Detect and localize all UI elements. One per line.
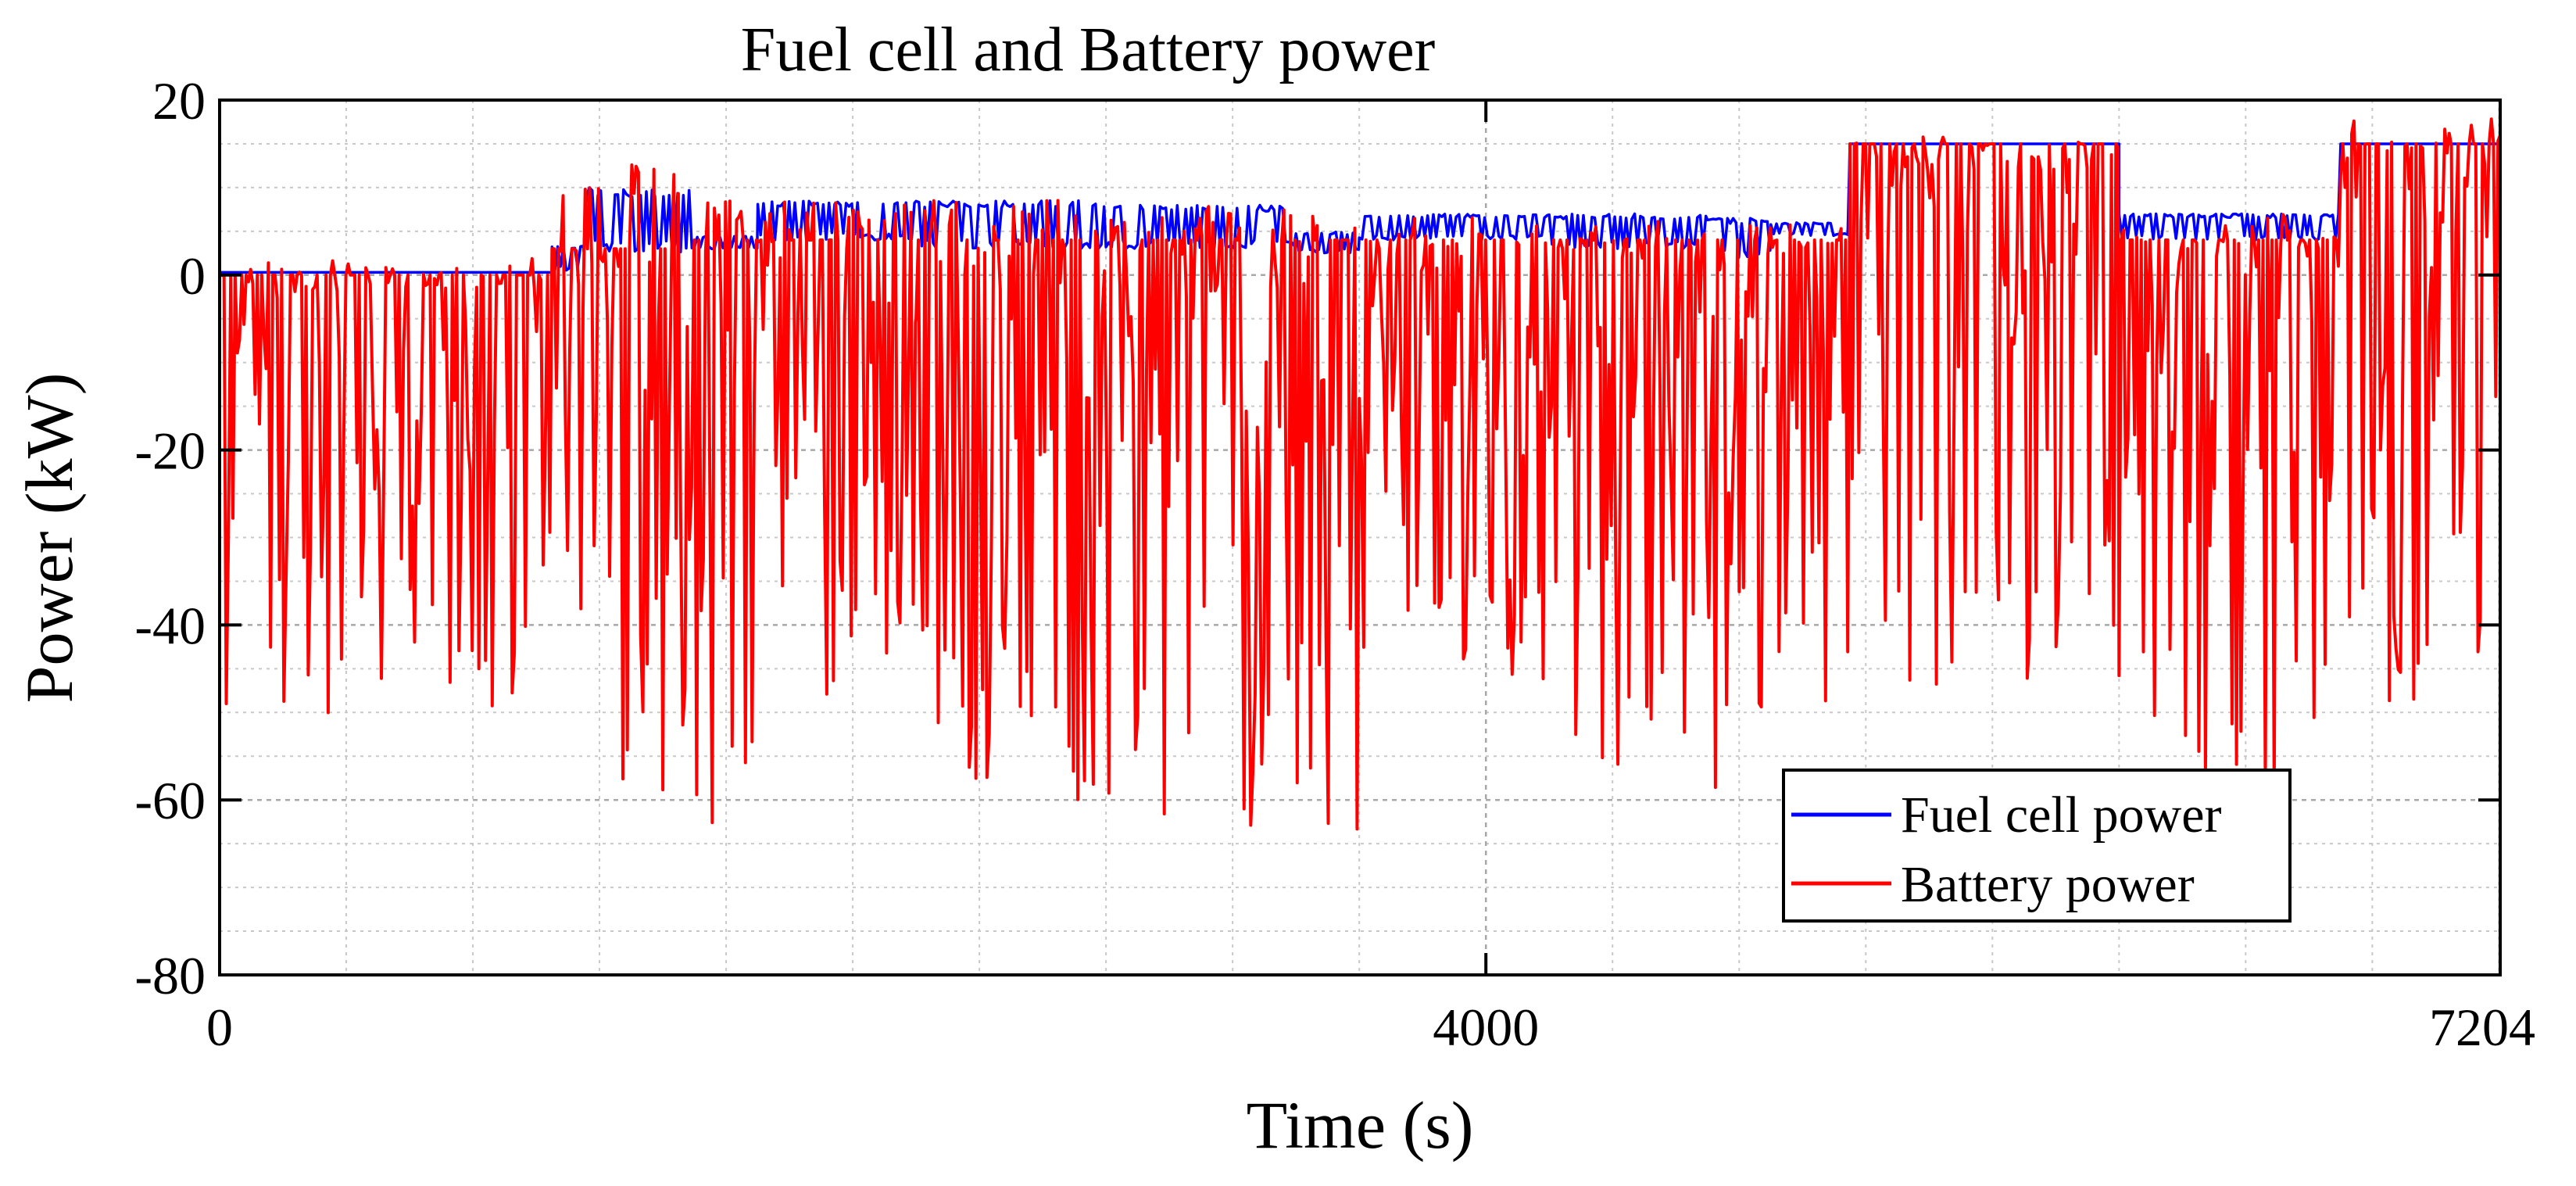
y-tick-label: -20: [134, 421, 206, 481]
legend-label-battery: Battery power: [1901, 856, 2195, 913]
y-tick-label: 20: [152, 71, 206, 131]
y-tick-label: -60: [134, 771, 206, 830]
battery-power-line: [220, 117, 2500, 831]
y-tick-label: 0: [179, 246, 206, 306]
y-tick-labels: 20 0 -20 -40 -60 -80: [134, 71, 206, 1005]
plot-frame: [218, 99, 2502, 976]
x-tick-label: 4000: [1433, 998, 1539, 1057]
legend-box: [1782, 769, 2292, 923]
x-tick-label: 0: [206, 998, 233, 1057]
x-tick-labels: 0 4000 7204: [206, 998, 2535, 1057]
legend-label-fuel-cell: Fuel cell power: [1901, 786, 2222, 844]
axis-ticks: [218, 99, 2502, 976]
x-tick-label: 7204: [2429, 998, 2535, 1057]
x-axis-label: Time (s): [1247, 1087, 1474, 1163]
legend: Fuel cell power Battery power: [1782, 769, 2292, 923]
y-tick-label: -40: [134, 596, 206, 655]
series-layer: [220, 117, 2500, 831]
y-axis-label: Power (kW): [12, 373, 87, 704]
chart-title: Fuel cell and Battery power: [741, 16, 1436, 84]
y-tick-label: -80: [134, 946, 206, 1005]
